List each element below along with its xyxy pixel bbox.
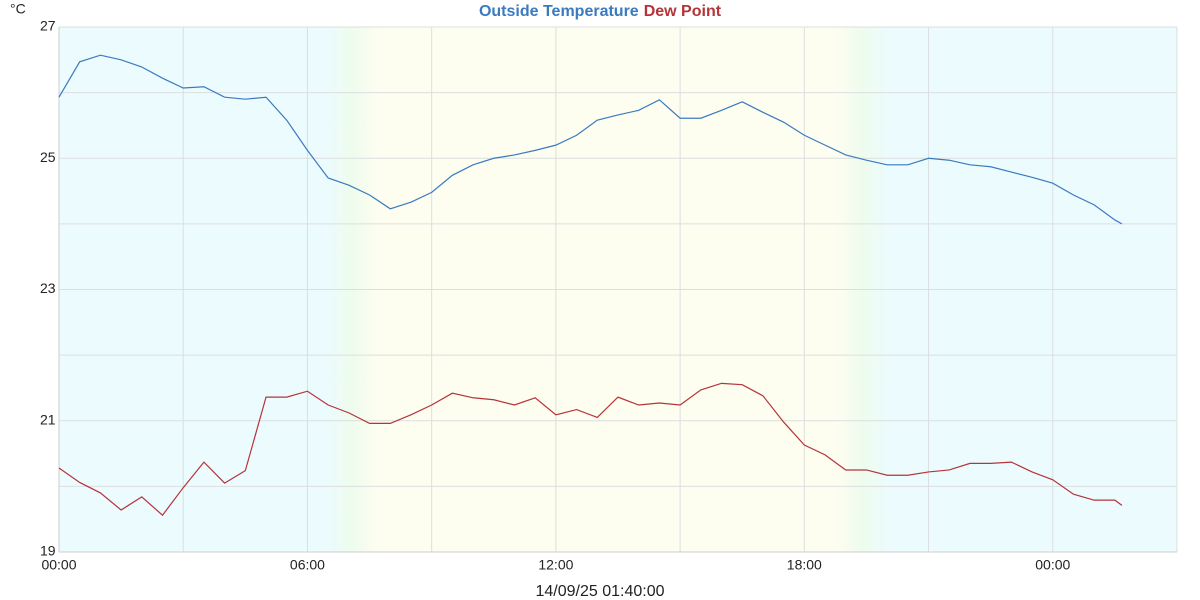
x-tick-label: 00:00 <box>41 557 76 573</box>
series-line <box>58 54 1123 225</box>
x-tick-label: 06:00 <box>290 557 325 573</box>
y-tick-label: 25 <box>40 149 56 165</box>
y-tick-label: 27 <box>40 18 56 34</box>
x-tick-label: 00:00 <box>1035 557 1070 573</box>
series-line <box>58 382 1123 517</box>
legend-entry: Dew Point <box>644 3 722 20</box>
y-tick-label: 21 <box>40 411 56 427</box>
y-tick-label: 23 <box>40 280 56 296</box>
y-tick-label: 19 <box>40 543 56 559</box>
x-tick-label: 18:00 <box>787 557 822 573</box>
chart-title: Outside Temperature Dew Point <box>479 3 722 20</box>
timestamp: 14/09/25 01:40:00 <box>535 583 664 600</box>
legend-entry: Outside Temperature <box>479 3 639 20</box>
y-unit: °C <box>10 1 26 17</box>
x-tick-label: 12:00 <box>538 557 573 573</box>
